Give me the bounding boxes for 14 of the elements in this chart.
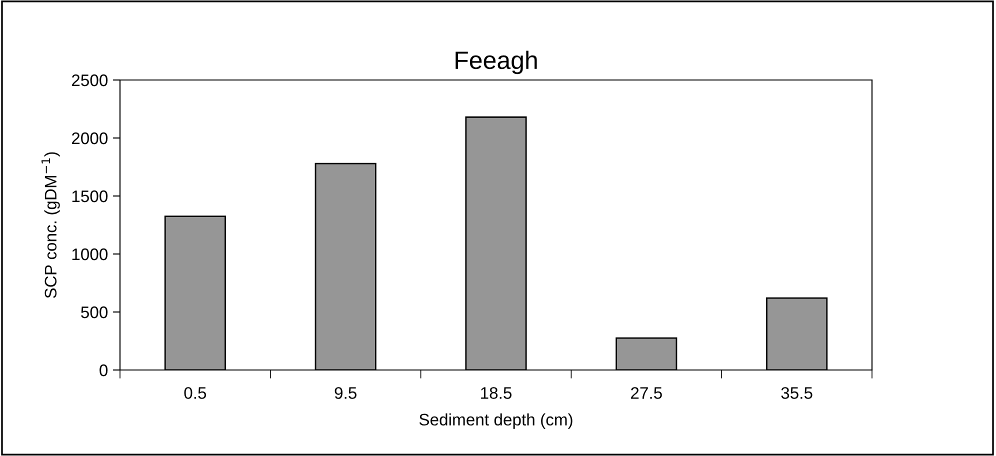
x-tick-label: 35.5	[781, 387, 812, 399]
y-tick-label: 2000	[72, 132, 108, 144]
y-tick-label: 500	[81, 306, 108, 318]
y-axis-title: SCP conc. (gDM$^{−1}$)	[42, 152, 60, 298]
x-axis-title: Sediment depth (cm)	[419, 413, 572, 429]
x-tick-label: 9.5	[334, 387, 356, 399]
y-tick-label: 2500	[72, 74, 108, 86]
y-tick-label: 1500	[72, 190, 108, 202]
y-tick-label: 1000	[72, 248, 108, 260]
x-tick-label: 18.5	[481, 387, 512, 399]
x-tick-label: 27.5	[631, 387, 662, 399]
x-tick-label: 0.5	[184, 387, 206, 399]
y-tick-label: 0	[100, 364, 108, 376]
chart-title: Feeagh	[456, 50, 537, 74]
